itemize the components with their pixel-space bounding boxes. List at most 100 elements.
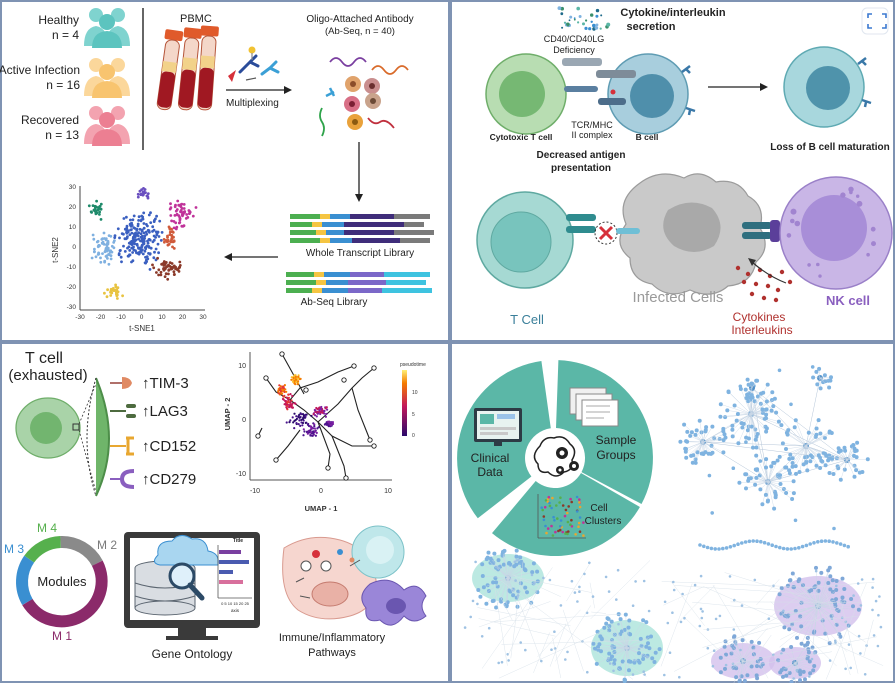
purple-net-edge — [663, 586, 704, 605]
cluster-point — [540, 506, 543, 509]
purple-net-node — [734, 675, 738, 679]
tsne-point — [144, 188, 147, 191]
umap-point — [295, 415, 297, 417]
network-node — [739, 385, 743, 389]
nk-granule — [790, 219, 795, 224]
purple-net-node — [808, 660, 812, 664]
tsne-point — [140, 251, 143, 254]
umap-point — [301, 424, 303, 426]
purple-net-node — [795, 636, 799, 640]
module-m2-label: M 2 — [97, 538, 117, 552]
decreased-antigen-line2: presentation — [551, 163, 611, 174]
network-node — [747, 437, 751, 441]
tsne-scatter-points — [88, 187, 198, 300]
cluster-point — [559, 525, 562, 528]
purple-net-node — [815, 570, 818, 573]
umap-point — [332, 421, 334, 423]
tsne-point — [155, 248, 158, 251]
teal-net-node — [628, 632, 632, 636]
network-node — [718, 415, 722, 419]
nk-granule — [791, 209, 795, 213]
cytokine-particle — [780, 270, 784, 274]
network-node — [751, 446, 755, 450]
cluster-point — [582, 534, 585, 537]
teal-net-node — [639, 637, 643, 641]
teal-net-node — [506, 600, 510, 604]
network-node — [748, 540, 752, 544]
teal-net-edge — [590, 583, 595, 609]
teal-net-edge — [591, 612, 606, 614]
multiplexing-icon — [228, 47, 278, 83]
network-edge — [795, 427, 806, 446]
tsne-y-tick: -10 — [67, 264, 77, 271]
teal-net-node — [617, 569, 620, 572]
teal-net-node — [611, 647, 614, 650]
teal-net-node — [650, 656, 654, 660]
tsne-point — [147, 242, 150, 245]
teal-net-node — [494, 606, 498, 610]
network-node — [828, 431, 832, 435]
purple-net-node — [798, 678, 802, 682]
cytokine-dot — [582, 22, 585, 25]
teal-net-node — [633, 659, 636, 662]
umap-point — [317, 411, 319, 413]
purple-net-node — [849, 667, 852, 670]
network-node — [814, 433, 818, 437]
sample-groups-line2: Groups — [596, 448, 635, 462]
purple-net-node — [701, 617, 704, 620]
teal-net-edge — [550, 624, 566, 667]
tsne-point — [120, 256, 123, 259]
umap-trajectory-node — [256, 434, 260, 438]
teal-net-node — [595, 662, 599, 666]
network-node — [725, 408, 729, 412]
teal-net-node — [646, 656, 649, 659]
purple-net-node — [871, 586, 874, 589]
cluster-point — [545, 532, 548, 535]
network-node — [710, 511, 714, 515]
network-node — [767, 542, 771, 546]
network-node — [790, 497, 794, 501]
network-node — [744, 486, 748, 490]
recovered-people-icon — [84, 106, 130, 146]
teal-net-node — [485, 557, 489, 561]
cluster-point — [566, 512, 569, 515]
cluster-point — [570, 501, 573, 504]
purple-net-node — [664, 601, 667, 604]
tsne-point — [106, 295, 109, 298]
tsne-point — [154, 236, 157, 239]
tsne-point — [155, 215, 158, 218]
network-node — [792, 479, 796, 483]
umap-point — [285, 391, 287, 393]
teal-net-node — [609, 662, 612, 665]
maturation-arrowhead — [760, 83, 768, 91]
tsne-arrowhead — [224, 253, 232, 261]
nk-granule — [807, 263, 811, 267]
tsne-point — [189, 211, 192, 214]
purple-net-node — [669, 651, 672, 654]
tsne-point — [115, 288, 118, 291]
purple-net-node — [833, 604, 837, 608]
tsne-point — [139, 228, 142, 231]
umap-point — [297, 376, 299, 378]
network-node — [773, 397, 777, 401]
tsne-x-tick: -20 — [96, 314, 106, 321]
purple-net-edge — [661, 584, 692, 667]
cytokine-particle — [788, 280, 792, 284]
umap-point — [302, 434, 304, 436]
purple-net-node — [841, 577, 845, 581]
teal-net-node — [602, 626, 606, 630]
purple-net-node — [732, 666, 736, 670]
teal-net-node — [615, 598, 618, 601]
expand-icon[interactable] — [862, 8, 888, 34]
network-node — [756, 432, 760, 436]
tsne-point — [109, 235, 112, 238]
cluster-point — [577, 525, 580, 528]
tsne-point — [96, 241, 99, 244]
teal-net-node — [574, 591, 577, 594]
network-link — [751, 414, 847, 460]
cytokine-dot — [591, 21, 593, 23]
tsne-point — [162, 262, 165, 265]
network-node — [798, 470, 802, 474]
tsne-point — [137, 193, 140, 196]
tsne-point — [122, 245, 125, 248]
